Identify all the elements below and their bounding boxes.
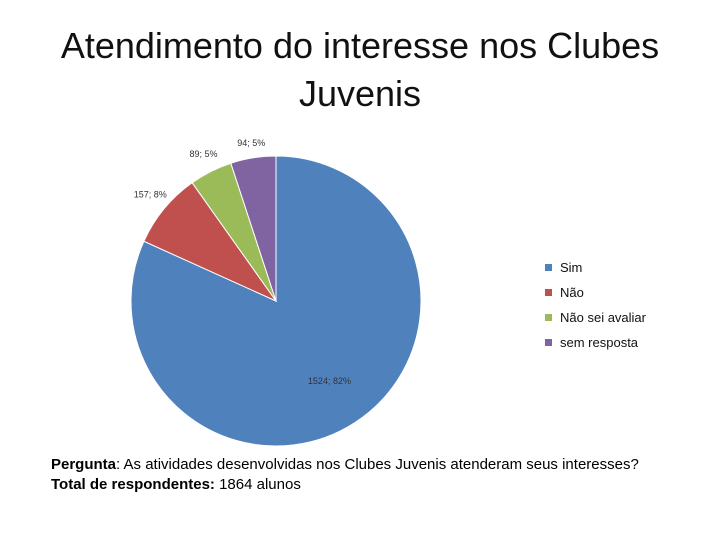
legend-label-nao: Não xyxy=(560,285,584,300)
legend-swatch-sem-resposta xyxy=(545,339,552,346)
data-label-nao: 157; 8% xyxy=(134,189,167,199)
legend-label-sem-resposta: sem resposta xyxy=(560,335,639,350)
data-label-sem-resposta: 94; 5% xyxy=(237,138,265,148)
chart-title-line-2: Juvenis xyxy=(298,73,422,114)
legend-swatch-nao xyxy=(545,289,552,296)
legend: Sim Não Não sei avaliar sem resposta xyxy=(545,255,646,355)
question-text: : As atividades desenvolvidas nos Clubes… xyxy=(116,456,639,473)
pie-slice-sem-resposta xyxy=(230,155,277,302)
data-label-nao-sei-avaliar: 89; 5% xyxy=(190,149,218,159)
legend-item-sim: Sim xyxy=(545,255,646,280)
legend-swatch-nao-sei-avaliar xyxy=(545,314,552,321)
question-label: Pergunta xyxy=(51,456,117,473)
total-label: Total de respondentes: xyxy=(51,476,215,493)
legend-item-sem-resposta: sem resposta xyxy=(545,330,646,355)
question-line: Pergunta: As atividades desenvolvidas no… xyxy=(51,455,651,475)
total-text: 1864 alunos xyxy=(214,476,301,493)
data-label-sim: 1524; 82% xyxy=(308,376,351,386)
chart-title-line-1: Atendimento do interesse nos Clubes xyxy=(60,25,660,66)
footnote: Pergunta: As atividades desenvolvidas no… xyxy=(51,455,651,495)
total-line: Total de respondentes: 1864 alunos xyxy=(51,475,651,495)
legend-label-sim: Sim xyxy=(560,260,583,275)
legend-item-nao: Não xyxy=(545,280,646,305)
legend-swatch-sim xyxy=(545,264,552,271)
legend-item-nao-sei-avaliar: Não sei avaliar xyxy=(545,305,646,330)
chart-title: Atendimento do interesse nos Clubes Juve… xyxy=(0,22,720,118)
legend-label-nao-sei-avaliar: Não sei avaliar xyxy=(560,310,646,325)
